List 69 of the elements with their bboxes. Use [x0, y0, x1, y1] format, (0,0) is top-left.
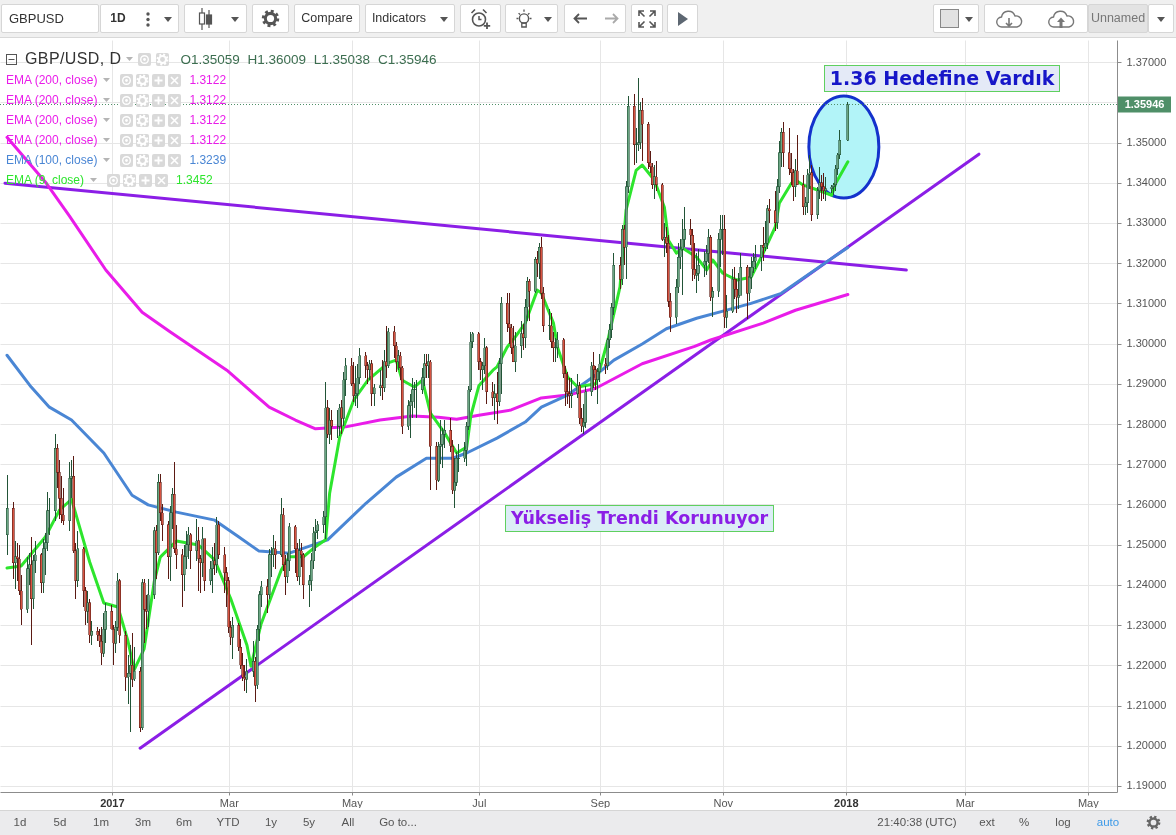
- annotation: 1.3239: [189, 153, 227, 167]
- y-tick-label: 1.27000: [1126, 457, 1167, 470]
- text: 21:40:38 (UTC): [877, 816, 957, 829]
- text: YTD: [216, 816, 240, 829]
- y-tick-label: 1.23000: [1126, 618, 1167, 631]
- text: 1m: [93, 816, 109, 829]
- text: 1d: [13, 816, 27, 829]
- y-tick-label: 1.24000: [1126, 578, 1167, 591]
- text: 5y: [302, 816, 316, 829]
- line-series: [5, 135, 850, 431]
- candlestick: [576, 373, 579, 399]
- text: O1.35059 H1.36009 L1.35038 C1.35946: [180, 51, 437, 67]
- annotation: EMA (200, close): [6, 113, 98, 127]
- x-tick-label: Mar: [219, 796, 240, 809]
- y-tick-label: 1.25000: [1126, 538, 1167, 551]
- text: 6m: [176, 816, 192, 829]
- ref-line-label: 1.35946: [1124, 97, 1165, 110]
- candlestick: [725, 294, 729, 329]
- x-tick-label: Jul: [472, 796, 487, 809]
- x-tick-label: Sep: [590, 796, 611, 809]
- annotation: EMA (200, close): [6, 93, 98, 107]
- text: Go to...: [379, 816, 417, 829]
- candlestick: [802, 174, 805, 216]
- candlestick: [711, 286, 715, 318]
- x-tick-label: 2018: [834, 796, 859, 809]
- y-tick-label: 1.19000: [1126, 779, 1167, 792]
- annotation: 1.3122: [189, 113, 227, 127]
- annotation: Yükseliş Trendi Korunuyor: [505, 505, 775, 532]
- text: GBP/USD, D: [25, 50, 122, 68]
- text: Compare: [301, 11, 353, 26]
- y-tick-label: 1.31000: [1126, 296, 1167, 309]
- annotation: 1.3122: [189, 93, 227, 107]
- text: log: [1055, 816, 1071, 829]
- x-tick-label: Mar: [955, 796, 976, 809]
- y-tick-label: 1.28000: [1126, 417, 1167, 430]
- annotation: 1.3122: [189, 133, 227, 147]
- x-tick-label: 2017: [100, 796, 125, 809]
- y-tick-label: 1.35000: [1126, 136, 1167, 149]
- y-tick-label: 1.21000: [1126, 699, 1167, 712]
- annotation: 1.3122: [189, 73, 227, 87]
- text: 5d: [53, 816, 67, 829]
- x-tick-label: Nov: [713, 796, 734, 809]
- y-tick-label: 1.33000: [1126, 216, 1167, 229]
- annotation: EMA (200, close): [6, 73, 98, 87]
- annotation: 1.36 Hedefine Vardık: [823, 64, 1061, 92]
- y-tick-label: 1.30000: [1126, 337, 1167, 350]
- x-tick-label: May: [341, 796, 364, 809]
- text: ext: [979, 816, 995, 829]
- text: All: [341, 816, 355, 829]
- y-tick-label: 1.37000: [1126, 55, 1167, 68]
- candlestick: [415, 379, 418, 419]
- y-tick-label: 1.26000: [1126, 497, 1167, 510]
- y-tick-label: 1.32000: [1126, 256, 1167, 269]
- y-tick-label: 1.20000: [1126, 739, 1167, 752]
- annotation: 1.3452: [176, 173, 213, 187]
- text: 3m: [135, 816, 151, 829]
- text: auto: [1096, 816, 1120, 829]
- y-tick-label: 1.22000: [1126, 658, 1167, 671]
- candlestick: [556, 331, 559, 359]
- text: Indicators: [371, 11, 427, 26]
- text: %: [1018, 816, 1030, 829]
- text: Unnamed: [1090, 11, 1146, 26]
- text: 1D: [110, 11, 126, 26]
- candlestick: [372, 383, 376, 407]
- x-tick-label: May: [1077, 796, 1100, 809]
- text: GBPUSD: [9, 11, 64, 26]
- y-tick-label: 1.34000: [1126, 176, 1167, 189]
- text: 1y: [264, 816, 278, 829]
- y-tick-label: 1.29000: [1126, 377, 1167, 390]
